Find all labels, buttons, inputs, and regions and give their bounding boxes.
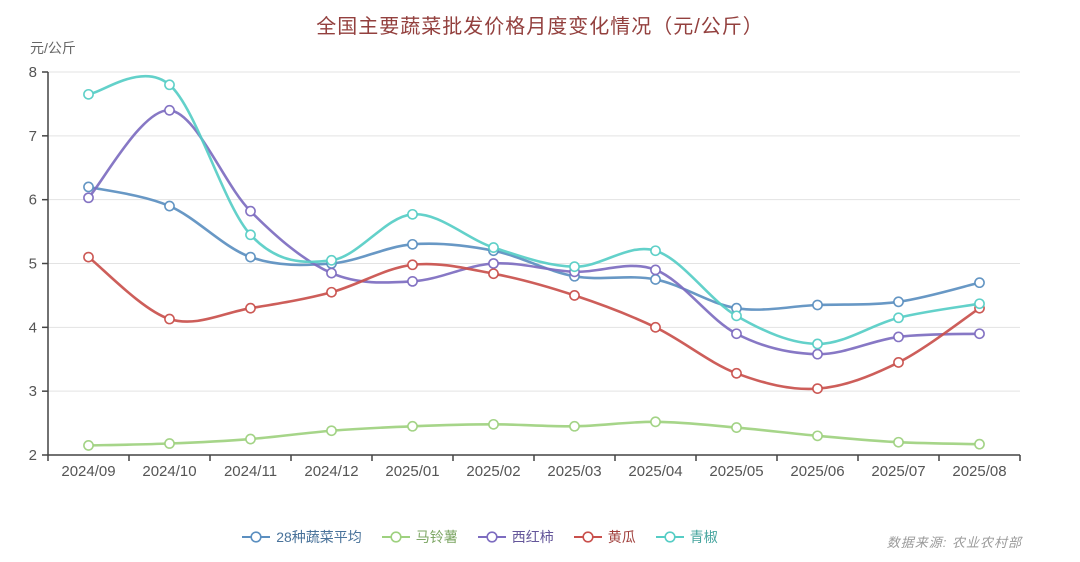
x-tick-label: 2025/05: [709, 463, 763, 480]
data-point-28种蔬菜平均-2025/06: [812, 299, 823, 311]
data-point-青椒-2025/07: [893, 312, 904, 324]
data-point-马铃薯-2025/03: [569, 420, 580, 432]
data-point-西红柿-2025/07: [893, 331, 904, 343]
x-tick-label: 2025/06: [790, 463, 844, 480]
x-tick-label: 2025/04: [628, 463, 682, 480]
chart-title: 全国主要蔬菜批发价格月度变化情况（元/公斤）: [316, 16, 764, 38]
data-point-青椒-2025/06: [812, 338, 823, 350]
data-point-西红柿-2024/12: [326, 267, 337, 279]
data-point-青椒-2024/12: [326, 254, 337, 266]
legend-item-黄瓜[interactable]: 黄瓜: [573, 527, 636, 547]
legend-marker-icon: [242, 531, 271, 543]
data-point-西红柿-2025/01: [407, 275, 418, 287]
data-point-马铃薯-2025/08: [974, 438, 985, 450]
legend-item-青椒[interactable]: 青椒: [655, 527, 718, 547]
data-point-28种蔬菜平均-2024/11: [245, 251, 256, 263]
data-point-28种蔬菜平均-2025/08: [974, 277, 985, 289]
data-point-青椒-2025/02: [488, 242, 499, 253]
data-point-西红柿-2025/04: [650, 264, 661, 276]
y-tick-label: 6: [29, 192, 37, 209]
data-point-西红柿-2025/02: [488, 258, 499, 269]
data-point-青椒-2025/01: [407, 208, 418, 220]
data-point-青椒-2024/09: [83, 88, 94, 100]
data-point-西红柿-2025/08: [974, 328, 985, 340]
y-tick-label: 3: [29, 383, 37, 400]
data-point-青椒-2025/04: [650, 245, 661, 257]
data-point-黄瓜-2024/12: [326, 286, 337, 298]
data-source-note: 数据来源: 农业农村部: [886, 535, 1022, 550]
legend-marker-icon: [477, 531, 506, 543]
x-tick-label: 2025/08: [952, 463, 1006, 480]
legend-item-马铃薯[interactable]: 马铃薯: [381, 527, 458, 547]
y-axis-unit-label: 元/公斤: [30, 40, 76, 56]
legend-marker-icon: [381, 531, 410, 543]
legend-item-西红柿[interactable]: 西红柿: [477, 527, 554, 547]
data-point-28种蔬菜平均-2025/04: [650, 274, 661, 285]
legend-label: 黄瓜: [607, 529, 636, 545]
data-point-黄瓜-2025/04: [650, 321, 661, 333]
data-point-马铃薯-2024/12: [326, 425, 337, 437]
data-point-西红柿-2025/06: [812, 348, 823, 360]
data-point-黄瓜-2024/10: [164, 313, 175, 325]
data-point-西红柿-2024/09: [83, 192, 94, 204]
x-tick-label: 2025/01: [385, 463, 439, 480]
y-tick-label: 4: [29, 319, 37, 336]
legend-item-28种蔬菜平均[interactable]: 28种蔬菜平均: [242, 527, 362, 547]
data-point-28种蔬菜平均-2025/07: [893, 296, 904, 308]
data-point-马铃薯-2024/10: [164, 438, 175, 449]
x-tick-label: 2024/09: [61, 463, 115, 480]
data-point-黄瓜-2025/06: [812, 383, 823, 395]
legend-marker-icon: [573, 531, 602, 543]
y-tick-label: 7: [29, 128, 37, 145]
data-point-马铃薯-2024/11: [245, 433, 256, 445]
legend-label: 西红柿: [511, 529, 554, 545]
series-line-西红柿: [87, 108, 981, 356]
x-tick-label: 2025/02: [466, 463, 520, 480]
data-point-28种蔬菜平均-2025/01: [407, 238, 418, 250]
data-point-黄瓜-2024/11: [245, 302, 256, 314]
data-point-西红柿-2024/11: [245, 205, 256, 217]
data-point-黄瓜-2025/07: [893, 357, 904, 368]
y-tick-label: 2: [29, 447, 37, 464]
x-tick-label: 2025/03: [547, 463, 601, 480]
data-point-马铃薯-2025/04: [650, 416, 661, 428]
data-point-马铃薯-2025/02: [488, 418, 499, 430]
x-tick-label: 2024/10: [142, 463, 196, 480]
data-point-黄瓜-2025/03: [569, 290, 580, 301]
data-point-青椒-2025/05: [731, 310, 742, 322]
legend-label: 青椒: [689, 529, 718, 545]
data-point-马铃薯-2025/06: [812, 430, 823, 442]
data-point-28种蔬菜平均-2024/10: [164, 200, 175, 212]
legend-marker-icon: [655, 531, 684, 543]
legend-label: 28种蔬菜平均: [276, 529, 362, 545]
y-tick-label: 8: [29, 64, 37, 81]
data-point-青椒-2024/11: [245, 229, 256, 241]
series-line-28种蔬菜平均: [87, 185, 981, 311]
data-point-青椒-2025/03: [569, 261, 580, 273]
series-line-马铃薯: [87, 420, 981, 447]
data-point-马铃薯-2025/05: [731, 422, 742, 433]
data-point-马铃薯-2025/01: [407, 420, 418, 432]
series-line-黄瓜: [87, 255, 981, 391]
data-point-西红柿-2024/10: [164, 104, 175, 116]
data-point-黄瓜-2025/01: [407, 259, 418, 271]
legend-label: 马铃薯: [415, 529, 458, 545]
data-point-青椒-2024/10: [164, 79, 175, 91]
x-tick-label: 2024/12: [304, 463, 358, 480]
data-point-青椒-2025/08: [974, 298, 985, 310]
y-tick-label: 5: [29, 256, 37, 273]
data-point-西红柿-2025/05: [731, 328, 742, 340]
data-point-黄瓜-2025/02: [488, 268, 499, 280]
data-point-黄瓜-2025/05: [731, 367, 742, 379]
data-point-马铃薯-2025/07: [893, 436, 904, 448]
data-point-黄瓜-2024/09: [83, 251, 94, 263]
data-point-马铃薯-2024/09: [83, 440, 94, 451]
x-tick-label: 2024/11: [224, 463, 277, 480]
x-tick-label: 2025/07: [871, 463, 925, 480]
data-point-28种蔬菜平均-2024/09: [83, 181, 94, 193]
legend: 28种蔬菜平均 马铃薯 西红柿 黄瓜 青椒: [0, 527, 960, 547]
